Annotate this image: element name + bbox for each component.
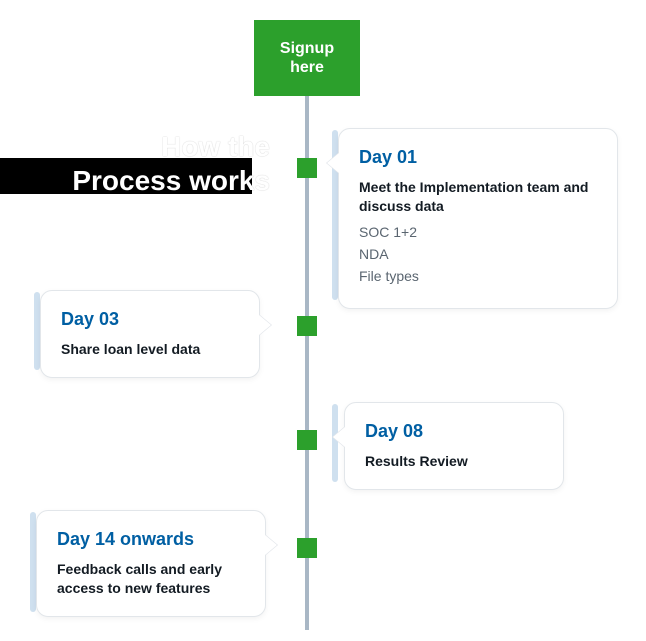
step-card-day14: Day 14 onwards Feedback calls and early … <box>36 510 266 617</box>
step-subtitle: Meet the Implementation team and discuss… <box>359 178 597 216</box>
timeline-marker <box>297 316 317 336</box>
timeline-marker <box>297 430 317 450</box>
signup-button[interactable]: Signup here <box>254 20 360 96</box>
step-day: Day 01 <box>359 147 597 168</box>
step-subtitle: Feedback calls and early access to new f… <box>57 560 245 598</box>
timeline-marker <box>297 158 317 178</box>
step-item: SOC 1+2 <box>359 224 597 240</box>
signup-line2: here <box>280 58 334 77</box>
process-timeline: Signup here How the Process works Day 01… <box>0 0 646 641</box>
step-subtitle: Results Review <box>365 452 543 471</box>
step-item: NDA <box>359 246 597 262</box>
step-subtitle: Share loan level data <box>61 340 239 359</box>
section-heading: How the Process works <box>0 130 270 197</box>
timeline-marker <box>297 538 317 558</box>
step-day: Day 08 <box>365 421 543 442</box>
step-item: File types <box>359 268 597 284</box>
step-day: Day 03 <box>61 309 239 330</box>
step-card-day01: Day 01 Meet the Implementation team and … <box>338 128 618 309</box>
step-card-day03: Day 03 Share loan level data <box>40 290 260 378</box>
step-card-day08: Day 08 Results Review <box>344 402 564 490</box>
signup-line1: Signup <box>280 39 334 58</box>
heading-line2: Process works <box>0 164 270 198</box>
heading-line1: How the <box>0 130 270 164</box>
step-day: Day 14 onwards <box>57 529 245 550</box>
